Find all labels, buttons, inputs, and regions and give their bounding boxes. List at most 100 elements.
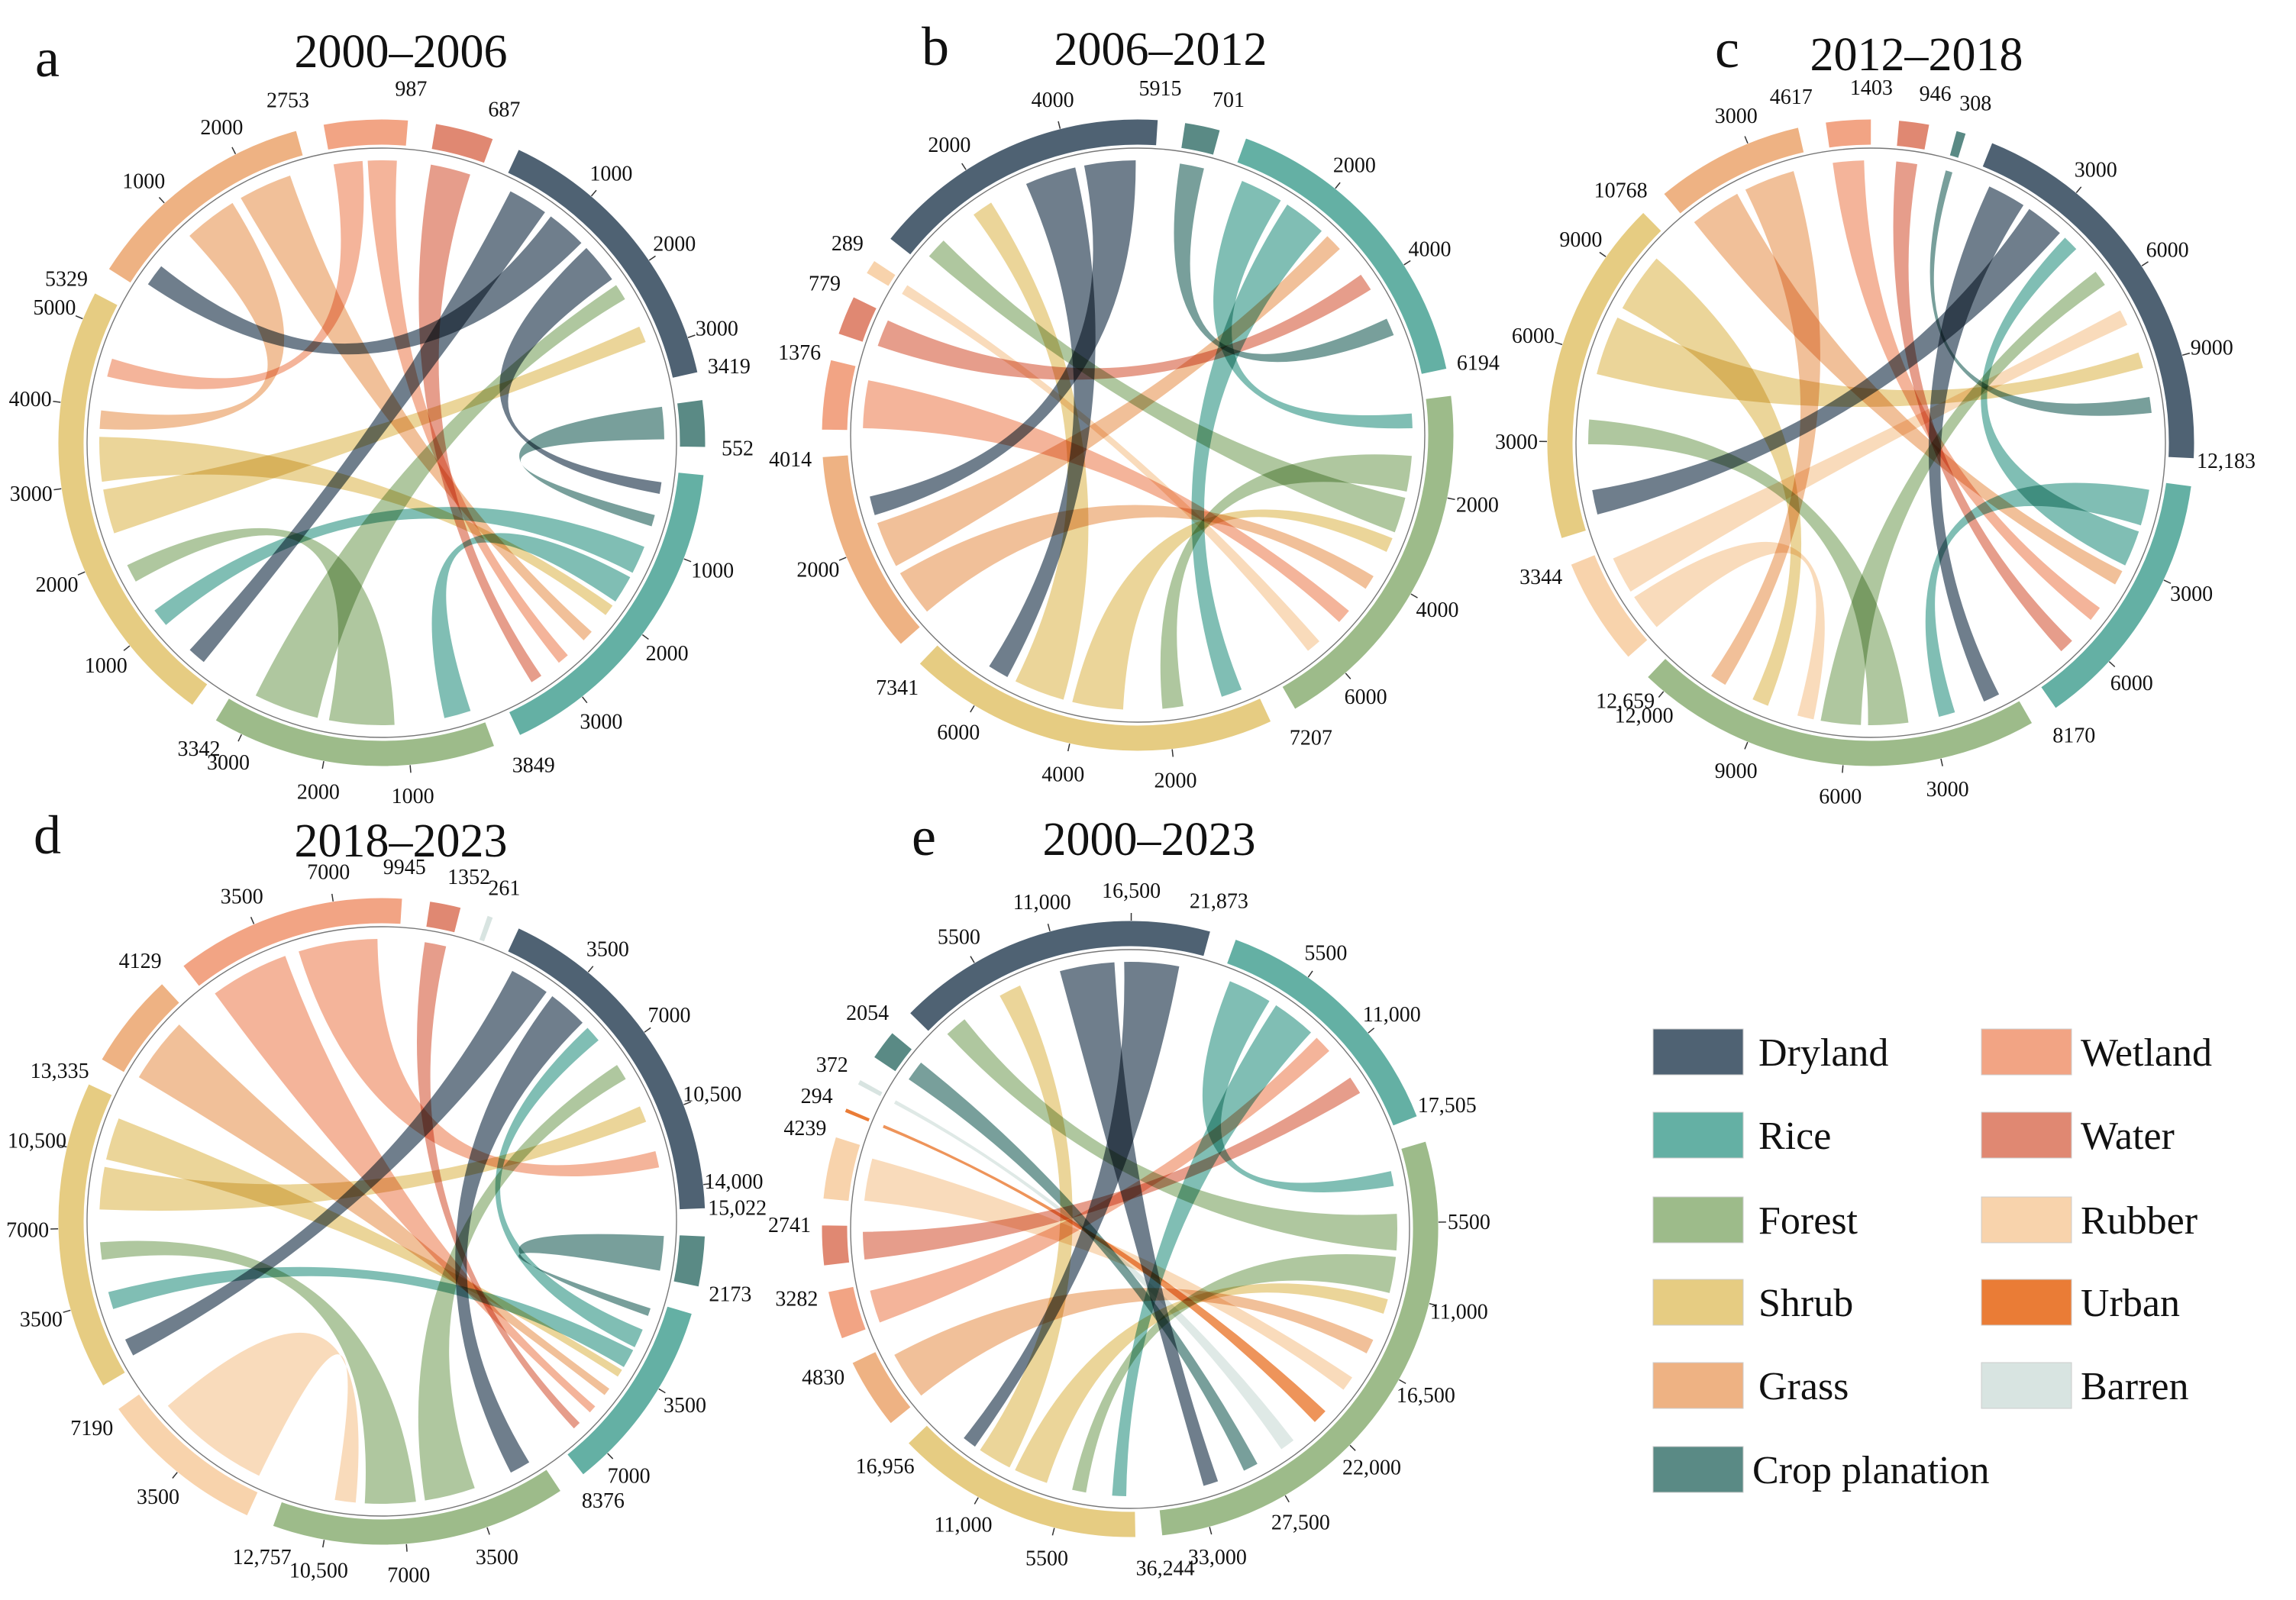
chord-shrub-to-dryland	[103, 326, 646, 534]
tick-mark	[1744, 136, 1749, 144]
chords	[863, 961, 1397, 1496]
chord-wetland-to-rice	[215, 956, 596, 1413]
legend-swatch-rice	[1652, 1111, 1744, 1159]
segment-arc-wetland	[827, 1285, 867, 1340]
tick-label: 6000	[2146, 238, 2189, 262]
segment-total-label: 3342	[178, 737, 221, 761]
chord-dryland-to-shrub	[964, 961, 1180, 1447]
tick-mark	[1345, 673, 1351, 679]
tick-label: 5000	[33, 296, 76, 320]
tick-label: 6000	[937, 721, 980, 745]
segment-total-label: 3419	[708, 355, 751, 379]
chord-forest-to-shrub	[1588, 419, 1909, 725]
segment-total-label: 6194	[1457, 352, 1500, 376]
chord-shrub-to-dryland	[974, 202, 1089, 700]
segment-arc-forest	[215, 697, 496, 767]
segment-total-label: 36,244	[1136, 1557, 1195, 1581]
legend-label-barren: Barren	[2081, 1365, 2188, 1408]
tick-mark	[321, 761, 325, 769]
tick-label: 3500	[476, 1546, 518, 1569]
segment-arc-shrub	[1546, 211, 1662, 540]
segment-total-label: 261	[488, 876, 520, 900]
chord-shrub-to-forest	[1622, 258, 1802, 706]
tick-mark	[1047, 924, 1051, 932]
segment-total-label: 7341	[876, 676, 919, 700]
chord-rice-to-shrub	[1112, 1005, 1311, 1496]
segment-total-label: 3849	[512, 754, 555, 778]
tick-mark	[1940, 758, 1943, 766]
segment-arc-wetland	[1825, 118, 1872, 149]
chord-rubber-to-dryland	[1613, 310, 2128, 592]
chord-grass-to-forest	[899, 505, 1374, 612]
chord-forest-to-dryland	[947, 1019, 1397, 1251]
chord-dryland-to-grass	[147, 216, 582, 355]
segment-arc-crop-planation	[1180, 122, 1221, 156]
segment-total-label: 2741	[768, 1214, 811, 1237]
chord-grass-to-rice	[241, 176, 592, 640]
panel-letter: a	[35, 27, 60, 89]
chord-shrub-to-rice	[99, 437, 613, 615]
chord-chart-d: d 2018–2023 3500 7000 10,500 14,000 15,022 2173…	[6, 805, 767, 1588]
tick-label: 7000	[307, 860, 350, 884]
segment-total-label: 4014	[769, 448, 812, 472]
segment-total-label: 308	[1959, 92, 1991, 116]
segment-arc-shrub	[57, 1083, 126, 1387]
chord-rice-to-dryland	[495, 1027, 643, 1347]
tick-label: 2000	[928, 134, 970, 157]
tick-mark	[158, 197, 165, 204]
tick-mark	[648, 255, 656, 261]
tick-label: 3500	[137, 1485, 179, 1509]
chord-rice-to-forest	[1213, 180, 1413, 429]
segments	[821, 118, 1455, 752]
chord-shrub-to-dryland	[980, 985, 1073, 1468]
segment-total-label: 2173	[709, 1282, 751, 1306]
segment-total-label: 946	[1920, 82, 1952, 106]
tick-label: 3000	[10, 482, 53, 506]
chord-chart-b: b 2006–2012 2000 4000 6194 2000 4000 6000 7207 20…	[769, 16, 1500, 792]
legend-swatch-water	[1981, 1111, 2072, 1159]
chords	[1588, 160, 2152, 725]
chord-shrub-to-forest	[1015, 1283, 1388, 1483]
segment-arc-dryland	[889, 118, 1159, 256]
segment-total-label: 12,757	[233, 1546, 292, 1569]
tick-label: 5500	[1025, 1547, 1068, 1570]
segment-total-label: 294	[801, 1085, 833, 1108]
chord-forest-to-dryland	[928, 240, 1406, 533]
segment-arc-forest	[1646, 657, 2033, 767]
tick-label: 1000	[392, 785, 434, 808]
chord-dryland-to-grass	[870, 160, 1136, 515]
chord-rice-to-forest	[1925, 482, 2149, 718]
segment-total-label: 9945	[383, 856, 426, 879]
tick-mark	[1447, 497, 1455, 501]
tick-mark	[77, 571, 86, 576]
chord-dryland-to-shrub	[189, 191, 545, 663]
tick-label: 3000	[696, 317, 738, 340]
legend-label-urban: Urban	[2081, 1282, 2180, 1325]
tick-label: 3000	[2170, 582, 2213, 606]
segments	[1546, 118, 2195, 767]
segment-total-label: 21,873	[1190, 889, 1248, 913]
chord-forest-to-shrub	[100, 1240, 416, 1504]
tick-label: 2000	[36, 573, 79, 597]
tick-mark	[75, 315, 83, 320]
tick-label: 16,500	[1102, 879, 1161, 903]
legend-label-rubber: Rubber	[2081, 1199, 2198, 1243]
tick-label: 11,000	[1363, 1003, 1421, 1027]
segment-arc-water	[431, 123, 494, 164]
segment-total-label: 2753	[266, 89, 309, 113]
tick-label: 3500	[664, 1394, 706, 1418]
chord-grass-to-rice	[138, 1024, 610, 1395]
legend-swatch-forest	[1652, 1196, 1744, 1244]
tick-label: 1000	[589, 162, 632, 185]
tick-label: 3500	[586, 938, 629, 962]
tick-mark	[123, 645, 131, 651]
segment-total-label: 4617	[1770, 85, 1813, 109]
tick-label: 3500	[20, 1308, 63, 1331]
segment-arc-dryland	[507, 927, 706, 1211]
tick-mark	[237, 734, 243, 742]
tick-label: 7000	[647, 1004, 690, 1027]
tick-mark	[970, 956, 975, 963]
chord-dryland-to-forest	[1060, 962, 1219, 1486]
panel-title: 2000–2006	[295, 26, 508, 78]
tick-mark	[1658, 691, 1665, 698]
